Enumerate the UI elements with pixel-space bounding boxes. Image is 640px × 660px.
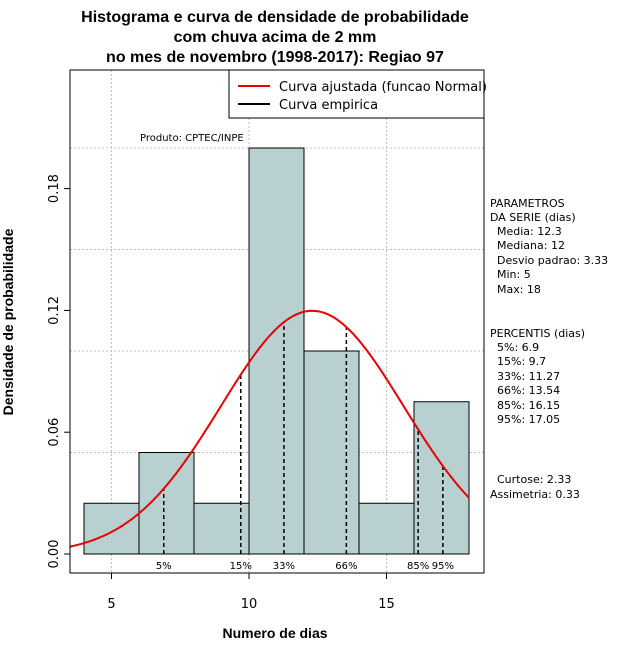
side-text: 15%: 9.7 xyxy=(490,355,546,368)
percentile-label: 33% xyxy=(273,561,295,572)
side-text: PARAMETROS xyxy=(490,197,565,210)
x-axis-label: Numero de dias xyxy=(222,625,327,641)
axes: 5 10 15 0.00 0.06 0.12 0.18 xyxy=(47,174,395,612)
histogram-bars xyxy=(83,147,470,555)
side-text: Mediana: 12 xyxy=(490,239,565,252)
side-text: 33%: 11.27 xyxy=(490,370,560,383)
percentile-lines: 5% 15% 33% 66% 85% 95% xyxy=(156,322,454,572)
side-text: Curtose: 2.33 xyxy=(490,473,571,486)
side-text: 66%: 13.54 xyxy=(490,384,560,397)
y-tick-label: 0.12 xyxy=(47,296,62,325)
side-text: 95%: 17.05 xyxy=(490,413,560,426)
side-panel-parametros: PARAMETROS DA SERIE (dias) Media: 12.3 M… xyxy=(490,197,608,296)
histogram-bar xyxy=(193,502,250,555)
side-text: Media: 12.3 xyxy=(490,225,562,238)
x-tick-label: 5 xyxy=(107,597,115,612)
side-text: 85%: 16.15 xyxy=(490,399,560,412)
y-tick-label: 0.00 xyxy=(47,540,62,569)
histogram-bar xyxy=(358,502,415,555)
side-text: 5%: 6.9 xyxy=(490,341,539,354)
y-axis-label: Densidade de probabilidade xyxy=(0,228,16,415)
legend-box xyxy=(228,69,485,119)
x-tick-label: 15 xyxy=(378,597,395,612)
product-annotation: Produto: CPTEC/INPE xyxy=(140,133,244,144)
chart-title-line-3: no mes de novembro (1998-2017): Regiao 9… xyxy=(106,49,444,66)
side-text: Min: 5 xyxy=(490,268,531,281)
histogram-bar xyxy=(303,350,360,555)
side-text: Assimetria: 0.33 xyxy=(490,488,580,501)
percentile-label: 95% xyxy=(432,561,454,572)
normal-curve xyxy=(70,309,470,548)
percentile-label: 5% xyxy=(156,561,172,572)
legend-label-empirical: Curva empirica xyxy=(279,98,378,113)
percentile-label: 15% xyxy=(230,561,252,572)
y-tick-label: 0.06 xyxy=(47,418,62,447)
side-panel-percentis: PERCENTIS (dias) 5%: 6.9 15%: 9.7 33%: 1… xyxy=(490,327,585,426)
chart-title-line-1: Histograma e curva de densidade de proba… xyxy=(81,9,469,26)
percentile-label: 66% xyxy=(335,561,357,572)
x-tick-label: 10 xyxy=(241,597,258,612)
normal-curve-layer xyxy=(70,309,470,548)
side-panel-shape: Curtose: 2.33 Assimetria: 0.33 xyxy=(490,473,580,501)
histogram-bar xyxy=(138,452,195,555)
legend-label-fitted: Curva ajustada (funcao Normal) xyxy=(279,80,487,95)
y-tick-label: 0.18 xyxy=(47,174,62,203)
side-text: DA SERIE (dias) xyxy=(490,211,576,224)
side-text: Desvio padrao: 3.33 xyxy=(490,254,608,267)
chart-title-line-2: com chuva acima de 2 mm xyxy=(174,29,377,46)
legend: Curva ajustada (funcao Normal) Curva emp… xyxy=(228,69,487,119)
side-text: Max: 18 xyxy=(490,283,541,296)
histogram-bar xyxy=(83,502,140,555)
percentile-label: 85% xyxy=(407,561,429,572)
histogram-bar xyxy=(413,401,470,555)
side-text: PERCENTIS (dias) xyxy=(490,327,585,340)
